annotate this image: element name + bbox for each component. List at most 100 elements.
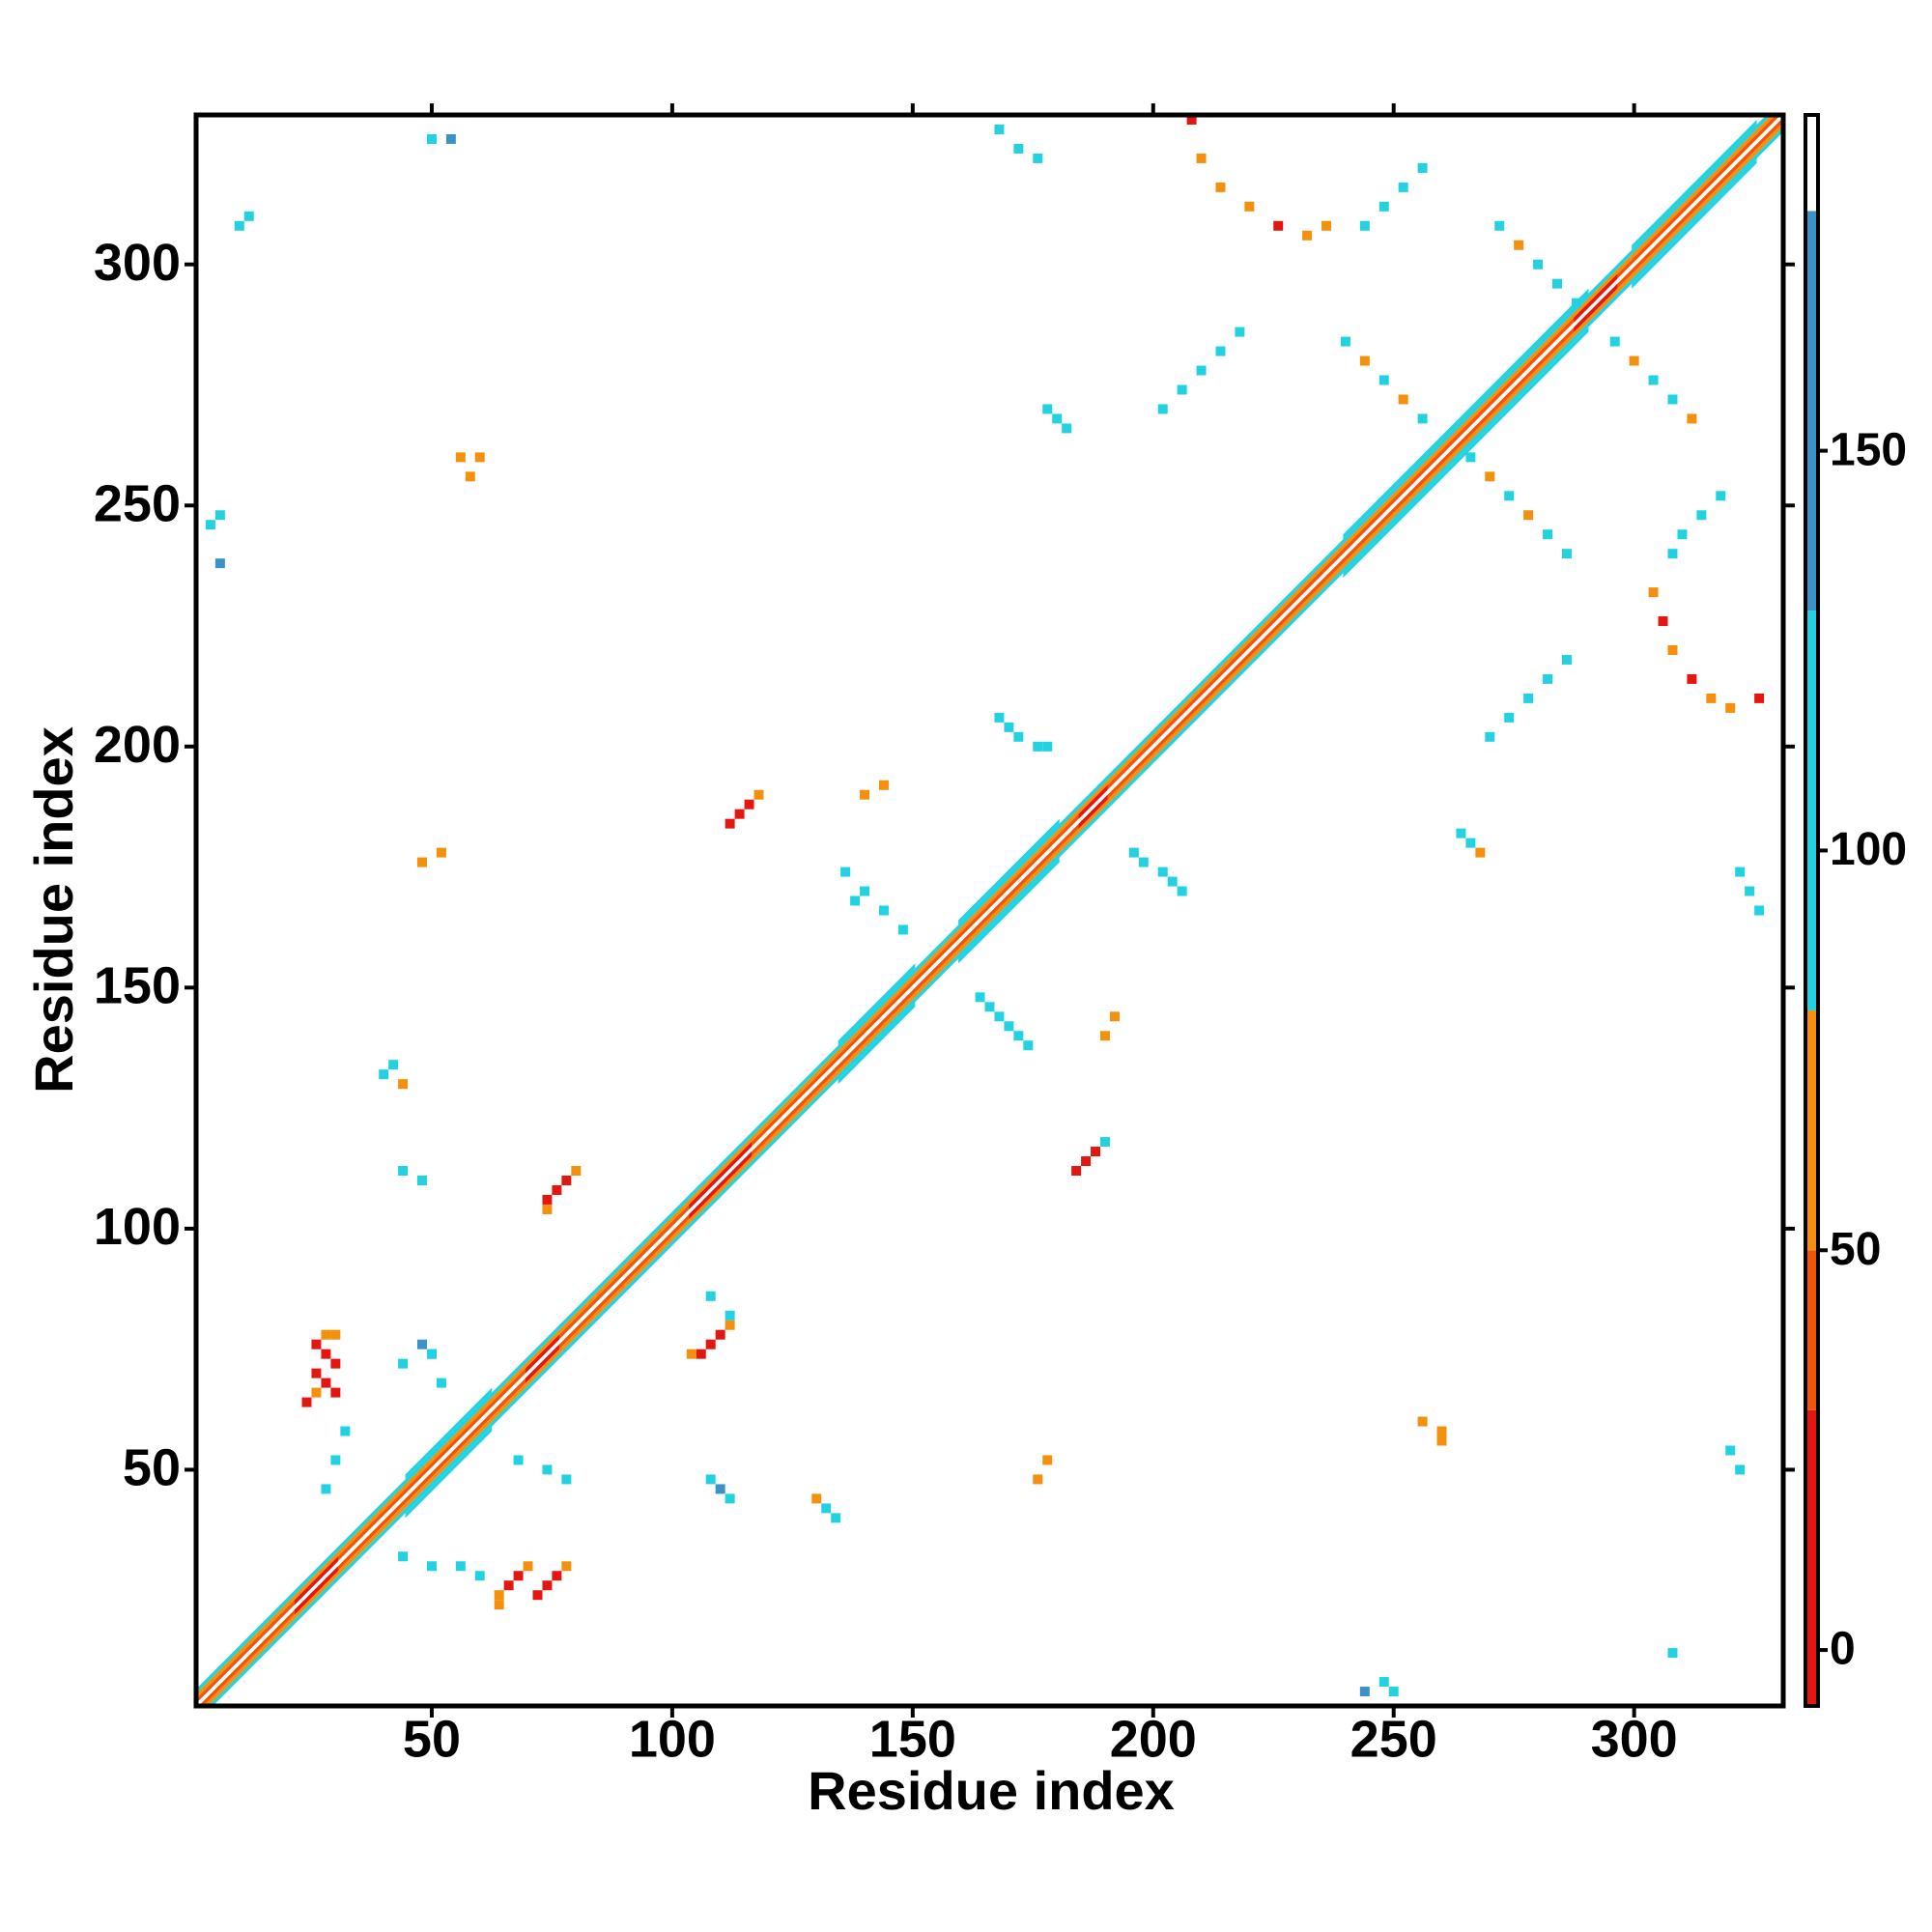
contact-cell bbox=[1716, 491, 1726, 501]
contact-cell bbox=[1109, 1011, 1120, 1022]
contact-cell bbox=[1754, 905, 1765, 916]
diagonal-band bbox=[838, 963, 916, 1046]
contact-cell bbox=[542, 1194, 553, 1205]
contact-cell bbox=[1196, 153, 1207, 163]
diagonal-band bbox=[208, 127, 1783, 1706]
diagonal-band bbox=[295, 1566, 338, 1615]
contact-cell bbox=[436, 847, 446, 858]
colorbar-segment bbox=[1805, 611, 1818, 1010]
contact-cell bbox=[1235, 327, 1245, 337]
contact-cell bbox=[494, 1590, 504, 1601]
contact-cell bbox=[1745, 886, 1755, 896]
contact-cell bbox=[1725, 1445, 1736, 1456]
contact-cell bbox=[426, 1349, 437, 1359]
contact-cell bbox=[1215, 182, 1226, 192]
diagonal-band bbox=[405, 1387, 493, 1480]
contact-cell bbox=[398, 1358, 409, 1369]
contact-cell bbox=[398, 1079, 409, 1090]
contact-cell bbox=[1571, 298, 1581, 308]
diagonal-band bbox=[295, 1556, 338, 1605]
contact-cell bbox=[532, 1590, 543, 1601]
plot-area bbox=[196, 115, 1783, 1706]
diagonal-band bbox=[405, 1426, 493, 1519]
contact-cell bbox=[542, 1580, 553, 1591]
contact-cell bbox=[455, 1561, 466, 1572]
diagonal-band bbox=[958, 857, 1060, 964]
contact-cell bbox=[1667, 1648, 1678, 1659]
contact-cell bbox=[1167, 876, 1178, 887]
contact-cell bbox=[571, 1166, 582, 1176]
contact-cell bbox=[465, 471, 475, 482]
contact-cell bbox=[455, 452, 466, 463]
diagonal-band bbox=[1343, 288, 1589, 540]
contact-cell bbox=[523, 1561, 533, 1572]
contact-cell bbox=[205, 520, 215, 530]
contact-cell bbox=[1543, 529, 1553, 540]
contact-cell bbox=[1523, 693, 1534, 703]
contact-cell bbox=[1475, 847, 1486, 858]
contact-cell bbox=[1157, 867, 1168, 877]
contact-cell bbox=[1417, 1416, 1428, 1427]
diagonal-band bbox=[958, 818, 1060, 925]
y-axis-label: Residue index bbox=[23, 726, 84, 1094]
x-tick-label: 100 bbox=[629, 1710, 716, 1768]
diagonal-band bbox=[526, 1344, 559, 1383]
x-tick-label: 300 bbox=[1591, 1710, 1678, 1768]
contact-cell bbox=[1485, 471, 1495, 482]
contact-cell bbox=[1667, 645, 1678, 655]
contact-cell bbox=[1648, 587, 1659, 598]
contact-cell bbox=[1485, 731, 1495, 742]
contact-cell bbox=[1388, 1687, 1399, 1697]
contact-cell bbox=[1033, 153, 1043, 163]
contact-cell bbox=[561, 1561, 572, 1572]
contact-cell bbox=[1398, 182, 1408, 192]
contact-cell bbox=[821, 1503, 832, 1514]
contact-cell bbox=[715, 1329, 725, 1340]
contact-cell bbox=[311, 1368, 322, 1378]
contact-cell bbox=[1417, 162, 1428, 173]
contact-cell bbox=[1340, 336, 1350, 347]
contact-cell bbox=[513, 1455, 524, 1465]
contact-cell bbox=[984, 1002, 995, 1012]
contact-cell bbox=[1091, 1147, 1101, 1157]
y-tick-label: 50 bbox=[123, 1439, 181, 1497]
diagonal-band bbox=[1343, 327, 1589, 579]
colorbar-segment bbox=[1805, 1250, 1818, 1410]
contact-cell bbox=[321, 1484, 331, 1494]
contact-cell bbox=[1648, 375, 1659, 385]
contact-cell bbox=[1696, 510, 1707, 521]
contact-cell bbox=[398, 1551, 409, 1562]
diagonal-band bbox=[1632, 120, 1757, 250]
contact-cell bbox=[850, 895, 861, 906]
contact-cell bbox=[321, 1349, 331, 1359]
contact-cell bbox=[330, 1455, 341, 1465]
contact-cell bbox=[214, 558, 225, 569]
contact-cell bbox=[705, 1339, 716, 1350]
contact-cell bbox=[552, 1184, 562, 1195]
contact-cell bbox=[724, 818, 735, 829]
contact-cell bbox=[1138, 857, 1149, 867]
contact-cell bbox=[426, 1561, 437, 1572]
contact-cell bbox=[1667, 549, 1678, 559]
contact-cell bbox=[417, 1339, 427, 1350]
contact-cell bbox=[724, 1320, 735, 1330]
contact-cell bbox=[330, 1387, 341, 1398]
contact-cell bbox=[897, 924, 908, 935]
colorbar-segment bbox=[1805, 1009, 1818, 1251]
plot-frame bbox=[193, 112, 1786, 1709]
diagonal-band bbox=[196, 115, 1783, 1706]
contact-cell bbox=[1100, 1031, 1110, 1041]
contact-cell bbox=[860, 886, 870, 896]
contact-cell bbox=[321, 1329, 331, 1340]
contact-cell bbox=[330, 1329, 341, 1340]
contact-cell bbox=[811, 1493, 822, 1504]
contact-cell bbox=[1081, 1156, 1092, 1167]
contact-cell bbox=[1359, 355, 1370, 366]
contact-cell bbox=[734, 809, 745, 819]
contact-cell bbox=[1456, 828, 1466, 838]
contact-cell bbox=[840, 867, 851, 877]
contact-cell bbox=[1100, 1137, 1110, 1148]
contact-cell bbox=[494, 1600, 504, 1610]
colorbar-segment bbox=[1805, 211, 1818, 611]
contact-cell bbox=[1378, 1677, 1389, 1688]
